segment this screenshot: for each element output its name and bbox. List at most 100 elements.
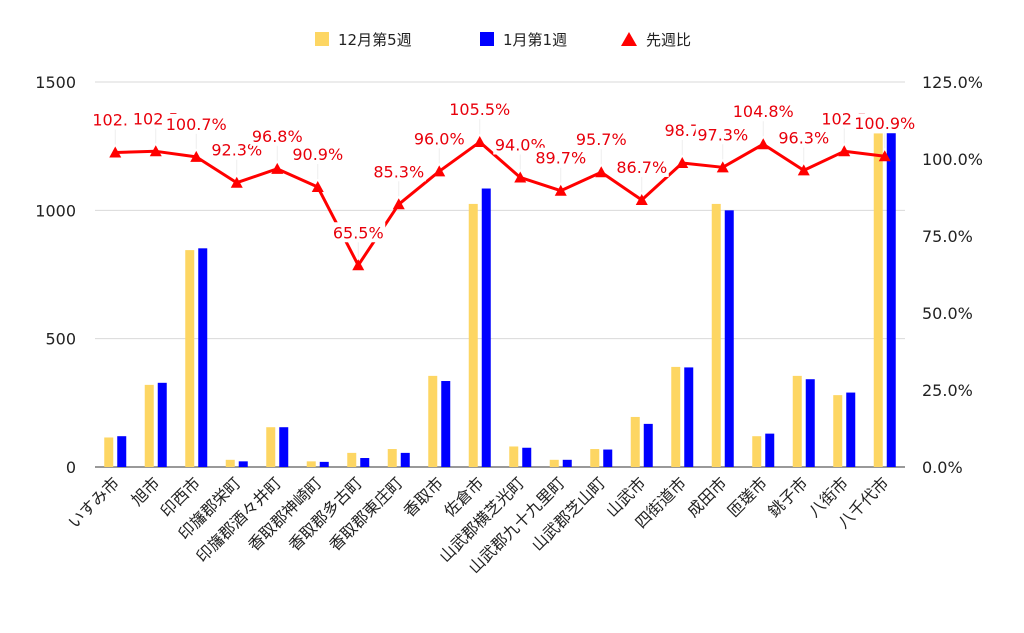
bar-12月第5週-山武郡芝山町 <box>590 449 600 467</box>
right-axis: 0.0% 25.0% 50.0% 75.0% 100.0% 125.0% <box>922 73 983 477</box>
ratio-label-香取郡東庄町: 85.3% <box>373 162 424 181</box>
ratio-label-四街道市: 98.7 <box>664 121 700 140</box>
bar-1月第1週-香取郡多古町 <box>360 458 370 467</box>
category-label-香取市: 香取市 <box>400 473 447 520</box>
bar-12月第5週-香取市 <box>428 375 438 467</box>
bar-12月第5週-四街道市 <box>671 366 681 467</box>
bar-12月第5週-八街市 <box>833 395 843 467</box>
ratio-label-bg <box>533 147 588 168</box>
ratio-labels: 102.1102.5100.7%92.3%96.8%90.9%65.5%85.3… <box>88 99 917 243</box>
ratio-label-bg <box>852 113 917 134</box>
ratio-label-銚子市: 96.3% <box>778 128 829 147</box>
bar-12月第5週-山武市 <box>630 416 640 467</box>
ratio-label-山武郡九十九里町: 89.7% <box>535 149 586 168</box>
bar-12月第5週-匝瑳市 <box>752 436 762 467</box>
legend-label-先週比: 先週比 <box>646 31 691 49</box>
right-tick-label: 125.0% <box>922 73 983 92</box>
ratio-point-旭市 <box>149 145 162 157</box>
ratio-label-山武郡芝山町: 95.7% <box>576 130 627 149</box>
ratio-label-bg <box>731 101 796 122</box>
ratio-point-成田市 <box>716 161 729 173</box>
bar-12月第5週-香取郡神崎町 <box>306 461 316 467</box>
bar-12月第5週-銚子市 <box>792 375 802 467</box>
bar-1月第1週-香取市 <box>441 381 451 467</box>
ratio-point-印旛郡酒々井町 <box>271 162 284 174</box>
bar-12月第5週-佐倉市 <box>468 203 478 467</box>
ratio-point-山武市 <box>635 193 648 205</box>
ratio-label-bg <box>331 222 386 243</box>
category-label-成田市: 成田市 <box>683 473 730 520</box>
ratio-label-bg <box>164 113 229 134</box>
ratio-label-印旛郡酒々井町: 96.8% <box>252 127 303 146</box>
left-tick-label: 1500 <box>35 73 76 92</box>
bar-1月第1週-成田市 <box>724 210 734 468</box>
bar-12月第5週-八千代市 <box>873 133 883 468</box>
bar-1月第1週-印旛郡栄町 <box>238 461 248 467</box>
category-labels: いすみ市 旭市印西市印旛郡栄町印旛郡酒々井町香取郡神崎町香取郡多古町香取郡東庄町香… <box>64 473 892 577</box>
category-label-旭市: 旭市 <box>128 473 164 509</box>
legend-triangle-先週比 <box>621 32 637 46</box>
bar-1月第1週-八街市 <box>846 392 856 467</box>
legend: 12月第5週 1月第1週 先週比 <box>315 31 691 49</box>
bar-12月第5週-印旛郡栄町 <box>225 459 235 467</box>
category-label-匝瑳市: 匝瑳市 <box>724 473 771 520</box>
bar-12月第5週-香取郡東庄町 <box>387 449 397 467</box>
bar-1月第1週-印旛郡酒々井町 <box>279 427 289 467</box>
ratio-label-bg <box>660 120 705 141</box>
left-tick-label: 0 <box>66 458 76 477</box>
ratio-label-bg <box>290 144 345 165</box>
left-tick-label: 500 <box>45 330 76 349</box>
ratio-label-bg <box>371 161 426 182</box>
bar-12月第5週-印西市 <box>185 250 195 467</box>
bar-12月第5週-香取郡多古町 <box>347 452 357 467</box>
legend-swatch-1月第1週 <box>480 32 494 46</box>
ratio-point-四街道市 <box>676 157 689 169</box>
ratio-label-bg <box>614 156 669 177</box>
right-tick-label: 25.0% <box>922 381 973 400</box>
ratio-label-印西市: 100.7% <box>166 115 227 134</box>
legend-swatch-12月第5週 <box>315 32 329 46</box>
bar-1月第1週-香取郡神崎町 <box>319 461 329 467</box>
bars <box>104 129 896 468</box>
ratio-point-山武郡横芝光町 <box>514 171 527 183</box>
ratio-label-いすみ市: 102.1 <box>92 111 138 130</box>
bar-12月第5週-印旛郡酒々井町 <box>266 427 276 467</box>
ratio-label-山武市: 86.7% <box>616 158 667 177</box>
bar-1月第1週-いすみ市 <box>117 436 127 467</box>
ratio-label-bg <box>574 129 629 150</box>
bar-12月第5週-山武郡九十九里町 <box>549 459 559 467</box>
ratio-point-八街市 <box>838 145 851 157</box>
ratio-label-bg <box>447 99 512 120</box>
ratio-label-香取郡多古町: 65.5% <box>333 223 384 242</box>
ratio-point-銚子市 <box>797 164 810 176</box>
legend-label-12月第5週: 12月第5週 <box>338 31 412 49</box>
ratio-point-八千代市 <box>878 150 891 162</box>
right-tick-label: 100.0% <box>922 150 983 169</box>
bar-12月第5週-いすみ市 <box>104 437 114 467</box>
bar-1月第1週-香取郡東庄町 <box>400 452 410 467</box>
ratio-point-印西市 <box>190 150 203 162</box>
left-tick-label: 1000 <box>35 201 76 220</box>
bar-1月第1週-山武市 <box>643 423 653 467</box>
ratio-point-佐倉市 <box>473 136 486 148</box>
ratio-label-bg <box>776 127 831 148</box>
ratio-label-匝瑳市: 104.8% <box>733 102 794 121</box>
ratio-label-印旛郡栄町: 92.3% <box>211 141 262 160</box>
right-tick-label: 50.0% <box>922 304 973 323</box>
ratio-point-香取郡多古町 <box>352 259 365 271</box>
bar-1月第1週-佐倉市 <box>481 188 491 467</box>
ratio-point-山武郡九十九里町 <box>554 184 567 196</box>
bar-1月第1週-銚子市 <box>805 379 815 467</box>
ratio-point-山武郡芝山町 <box>595 166 608 178</box>
bar-12月第5週-山武郡横芝光町 <box>509 446 519 467</box>
ratio-label-成田市: 97.3% <box>697 125 748 144</box>
ratio-line-path <box>115 140 885 267</box>
category-label-いすみ市: いすみ市 <box>64 473 123 532</box>
ratio-label-香取市: 96.0% <box>414 129 465 148</box>
ratio-point-印旛郡栄町 <box>230 176 243 188</box>
ratio-label-bg <box>412 128 467 149</box>
category-label-銚子市: 銚子市 <box>764 473 811 520</box>
ratio-point-いすみ市 <box>109 146 122 158</box>
bar-1月第1週-印西市 <box>198 248 208 467</box>
